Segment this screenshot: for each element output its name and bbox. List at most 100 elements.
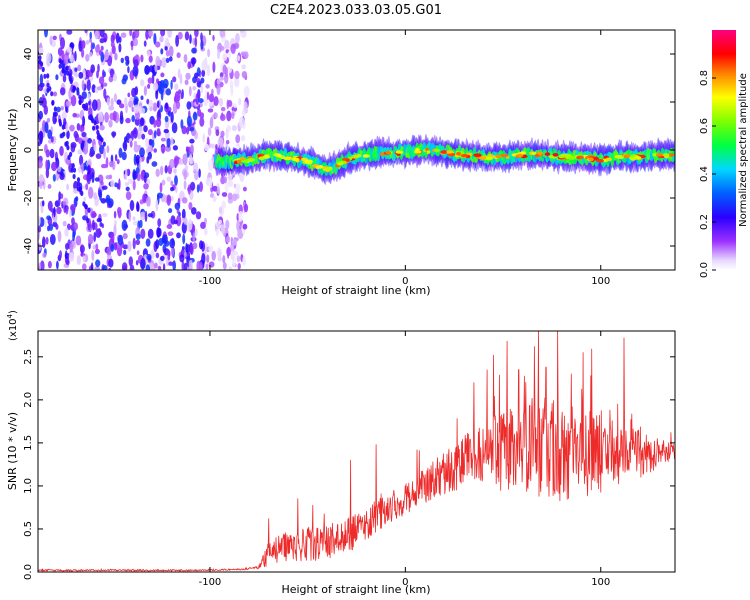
noise-blob — [239, 224, 242, 230]
y-tick-label: -20 — [23, 190, 34, 206]
noise-blob — [119, 103, 125, 109]
noise-blob — [85, 53, 90, 62]
noise-blob — [164, 46, 168, 51]
noise-blob — [237, 263, 241, 270]
noise-streak-blob — [78, 186, 82, 192]
noise-blob — [168, 261, 174, 266]
noise-blob — [47, 184, 52, 189]
noise-streak-blob — [51, 99, 55, 106]
noise-blob — [78, 124, 85, 132]
colorbar-tick-label: 0.0 — [699, 262, 710, 278]
noise-blob — [145, 264, 151, 270]
ridge-core — [626, 154, 630, 158]
noise-blob — [59, 172, 65, 181]
noise-blob — [38, 159, 43, 169]
noise-blob — [116, 99, 122, 105]
noise-blob — [106, 145, 110, 153]
ridge-core — [414, 150, 422, 154]
noise-blob — [89, 51, 93, 57]
noise-blob — [55, 74, 59, 81]
ridge-core — [337, 161, 344, 166]
noise-blob — [154, 262, 158, 269]
noise-blob — [196, 184, 200, 193]
noise-streak-blob — [93, 120, 97, 126]
noise-blob — [134, 117, 141, 126]
noise-blob — [238, 210, 243, 222]
noise-blob — [86, 160, 92, 168]
noise-blob — [113, 73, 117, 82]
noise-blob — [139, 211, 146, 221]
noise-blob — [232, 193, 238, 202]
noise-blob — [226, 66, 232, 74]
noise-blob — [166, 137, 171, 148]
noise-blob — [108, 258, 114, 268]
noise-blob — [136, 250, 140, 255]
noise-streak-blob — [69, 79, 73, 85]
noise-blob — [132, 216, 136, 221]
noise-blob — [183, 54, 188, 63]
ridge-core — [353, 154, 358, 159]
noise-blob — [101, 163, 107, 169]
noise-blob — [207, 127, 212, 137]
noise-blob — [81, 40, 86, 49]
noise-blob — [50, 136, 54, 143]
noise-blob — [135, 239, 141, 246]
noise-blob — [237, 229, 244, 240]
noise-blob — [64, 227, 69, 237]
noise-blob — [199, 240, 204, 250]
noise-blob — [212, 185, 218, 192]
noise-blob — [97, 63, 100, 73]
noise-blob — [69, 54, 74, 63]
noise-blob — [93, 192, 97, 200]
noise-blob — [172, 260, 176, 270]
noise-blob — [133, 37, 138, 47]
noise-streak-blob — [53, 106, 58, 112]
y-tick-label: 2.0 — [23, 392, 34, 408]
noise-blob — [208, 93, 215, 103]
noise-blob — [42, 236, 46, 248]
noise-streak-blob — [65, 70, 70, 76]
noise-blob — [106, 246, 112, 257]
noise-blob — [128, 211, 132, 222]
ridge-core — [385, 150, 391, 155]
noise-blob — [243, 85, 250, 98]
noise-blob — [90, 262, 94, 270]
noise-blob — [65, 243, 69, 250]
noise-blob — [44, 30, 48, 38]
noise-blob — [40, 260, 45, 270]
noise-blob — [146, 253, 152, 261]
noise-streak-blob — [65, 65, 69, 71]
noise-blob — [132, 237, 136, 250]
ridge-core — [356, 153, 362, 158]
noise-blob — [227, 51, 232, 59]
noise-blob — [131, 87, 137, 98]
noise-blob — [144, 65, 151, 75]
noise-blob — [165, 57, 170, 64]
noise-blob — [228, 266, 232, 270]
noise-blob — [190, 181, 196, 191]
noise-blob — [133, 140, 138, 148]
noise-blob — [64, 252, 70, 260]
noise-streak-blob — [76, 177, 81, 183]
noise-blob — [147, 83, 151, 89]
snr-y-axis-label: SNR (10 * v/v) — [6, 412, 19, 490]
noise-blob — [133, 127, 138, 139]
spectrogram-x-ticks: -100 0 100 — [199, 30, 610, 287]
noise-blob — [59, 250, 62, 259]
noise-blob — [88, 100, 91, 106]
noise-blob — [192, 232, 196, 242]
noise-blob — [63, 52, 70, 65]
noise-blob — [66, 46, 73, 53]
noise-blob — [89, 151, 94, 158]
noise-blob — [82, 115, 86, 127]
noise-blob — [45, 159, 49, 171]
noise-blob — [122, 233, 128, 240]
colorbar-gradient — [712, 30, 736, 270]
snr-y-multiplier-exponent: 4 — [6, 313, 14, 318]
noise-blob — [38, 215, 41, 227]
noise-blob — [66, 30, 73, 35]
noise-blob — [192, 242, 198, 250]
noise-blob — [226, 110, 232, 122]
noise-blob — [135, 233, 141, 240]
noise-blob — [198, 98, 204, 104]
